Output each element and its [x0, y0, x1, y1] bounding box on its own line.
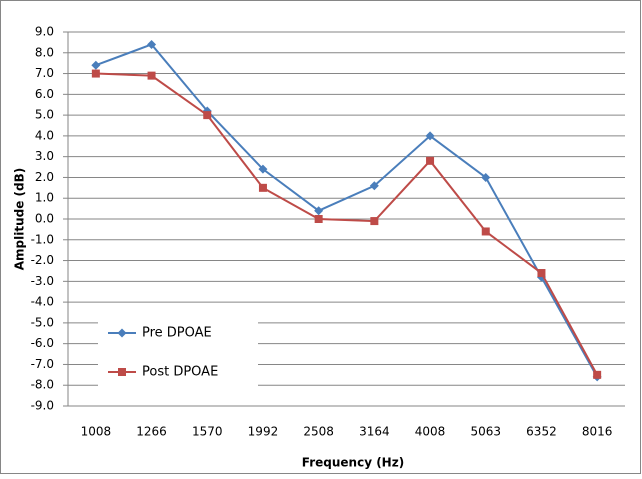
y-tick-label: 3.0	[35, 149, 54, 163]
y-tick-label: -9.0	[31, 399, 54, 413]
marker	[258, 164, 268, 174]
y-tick-label: 9.0	[35, 25, 54, 39]
marker	[314, 206, 324, 216]
x-tick-label: 6352	[526, 425, 557, 439]
y-tick-label: -8.0	[31, 378, 54, 392]
marker	[91, 60, 101, 70]
marker	[118, 368, 126, 376]
marker	[537, 269, 546, 278]
marker	[369, 181, 379, 191]
marker	[117, 328, 127, 338]
marker	[426, 156, 435, 165]
legend-label: Pre DPOAE	[142, 326, 212, 341]
y-tick-label: -7.0	[31, 357, 54, 371]
x-tick-label: 8016	[582, 425, 613, 439]
marker	[91, 69, 100, 78]
marker	[258, 183, 267, 192]
y-tick-label: -1.0	[31, 232, 54, 246]
x-tick-label: 5063	[470, 425, 501, 439]
marker	[593, 370, 602, 379]
marker	[425, 131, 435, 141]
x-axis-title: Frequency (Hz)	[302, 456, 404, 470]
line	[95, 43, 599, 378]
x-tick-label: 1992	[248, 425, 279, 439]
y-tick-label: 4.0	[35, 128, 54, 142]
y-tick-label: -5.0	[31, 315, 54, 329]
marker	[147, 71, 156, 80]
y-tick-label: -3.0	[31, 274, 54, 288]
x-tick-label: 1570	[192, 425, 223, 439]
marker	[370, 217, 379, 226]
y-tick-label: 6.0	[35, 87, 54, 101]
y-tick-label: 1.0	[35, 191, 54, 205]
marker	[314, 215, 323, 223]
y-tick-label: 2.0	[35, 170, 54, 184]
marker	[481, 172, 491, 182]
y-tick-label: 7.0	[35, 66, 54, 80]
legend-label: Post DPOAE	[142, 365, 218, 380]
y-tick-label: -2.0	[31, 253, 54, 267]
y-tick-label: 8.0	[35, 45, 54, 59]
y-tick-label: 5.0	[35, 108, 54, 122]
marker	[147, 39, 157, 49]
y-tick-label: 0.0	[35, 212, 54, 226]
x-tick-label: 1008	[81, 425, 112, 439]
x-tick-label: 2508	[303, 425, 334, 439]
x-tick-label: 3164	[359, 425, 390, 439]
x-tick-label: 1266	[136, 425, 167, 439]
line	[95, 72, 599, 376]
marker	[203, 111, 212, 120]
x-tick-label: 4008	[415, 425, 446, 439]
legend-box	[98, 318, 258, 388]
y-axis-title: Amplitude (dB)	[13, 168, 27, 271]
marker	[481, 227, 490, 236]
y-tick-label: -4.0	[31, 295, 54, 309]
y-tick-label: -6.0	[31, 336, 54, 350]
